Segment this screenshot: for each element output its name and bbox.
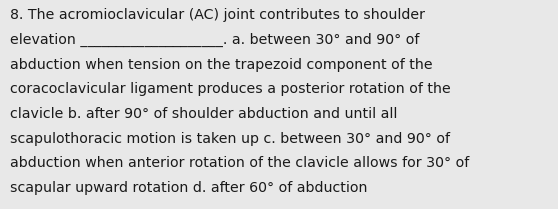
Text: elevation ____________________. a. between 30° and 90° of: elevation ____________________. a. betwe… bbox=[10, 33, 420, 47]
Text: abduction when anterior rotation of the clavicle allows for 30° of: abduction when anterior rotation of the … bbox=[10, 156, 469, 170]
Text: clavicle b. after 90° of shoulder abduction and until all: clavicle b. after 90° of shoulder abduct… bbox=[10, 107, 397, 121]
Text: abduction when tension on the trapezoid component of the: abduction when tension on the trapezoid … bbox=[10, 58, 432, 72]
Text: scapular upward rotation d. after 60° of abduction: scapular upward rotation d. after 60° of… bbox=[10, 181, 368, 195]
Text: 8. The acromioclavicular (AC) joint contributes to shoulder: 8. The acromioclavicular (AC) joint cont… bbox=[10, 8, 425, 22]
Text: scapulothoracic motion is taken up c. between 30° and 90° of: scapulothoracic motion is taken up c. be… bbox=[10, 132, 450, 146]
Text: coracoclavicular ligament produces a posterior rotation of the: coracoclavicular ligament produces a pos… bbox=[10, 82, 451, 96]
